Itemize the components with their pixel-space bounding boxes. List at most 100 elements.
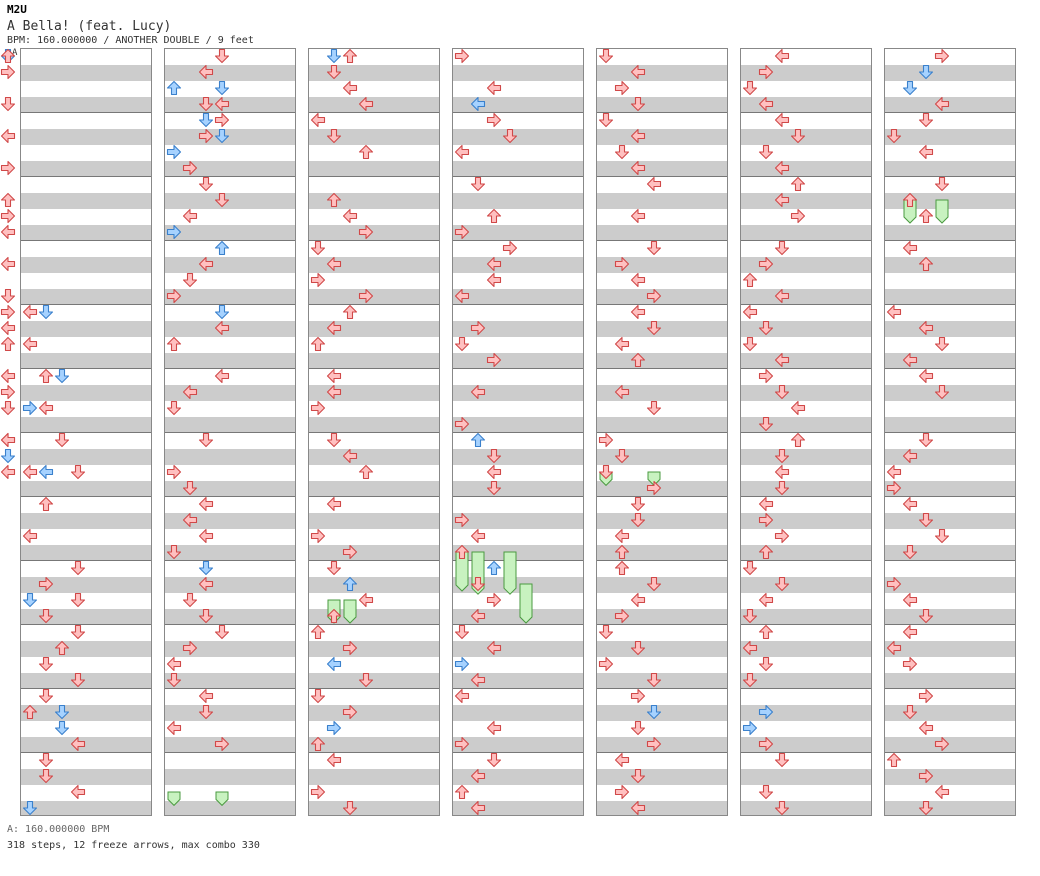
beat-line [741,688,871,689]
beat-line [885,368,1015,369]
right-arrow-icon [214,112,230,128]
right-arrow-icon [758,512,774,528]
right-arrow-icon [454,224,470,240]
down-arrow-icon [758,320,774,336]
left-arrow-icon [630,304,646,320]
down-arrow-icon [646,672,662,688]
down-arrow-icon [214,128,230,144]
right-arrow-icon [310,272,326,288]
beat-line [165,112,295,113]
up-arrow-icon [902,192,918,208]
up-arrow-icon [486,560,502,576]
down-arrow-icon [630,640,646,656]
beat-stripe [597,225,727,241]
beat-line [165,688,295,689]
left-arrow-icon [902,592,918,608]
beat-stripe [453,225,583,241]
beat-stripe [597,449,727,465]
down-arrow-icon [70,560,86,576]
down-arrow-icon [326,560,342,576]
beat-stripe [741,737,871,753]
down-arrow-icon [38,656,54,672]
down-arrow-icon [630,768,646,784]
down-arrow-icon [70,624,86,640]
left-arrow-icon [214,320,230,336]
beat-line [309,496,439,497]
left-arrow-icon [742,304,758,320]
left-arrow-icon [326,384,342,400]
beat-stripe [21,769,151,785]
left-arrow-icon [646,176,662,192]
beat-line [165,432,295,433]
beat-stripe [21,257,151,273]
left-arrow-icon [614,336,630,352]
down-arrow-icon [598,48,614,64]
beat-stripe [885,673,1015,689]
left-arrow-icon [918,320,934,336]
down-arrow-icon [742,80,758,96]
beat-stripe [741,129,871,145]
down-arrow-icon [0,448,16,464]
up-arrow-icon [342,48,358,64]
right-arrow-icon [0,64,16,80]
down-arrow-icon [902,544,918,560]
beat-stripe [453,289,583,305]
beat-stripe [165,577,295,593]
beat-stripe [741,577,871,593]
beat-stripe [885,705,1015,721]
left-arrow-icon [486,272,502,288]
left-arrow-icon [214,96,230,112]
right-arrow-icon [310,784,326,800]
beat-line [21,368,151,369]
beat-line [309,368,439,369]
beat-stripe [453,673,583,689]
right-arrow-icon [486,352,502,368]
beat-stripe [453,129,583,145]
beat-stripe [453,97,583,113]
beat-stripe [165,481,295,497]
right-arrow-icon [758,704,774,720]
down-arrow-icon [646,576,662,592]
beat-stripe [309,801,439,815]
up-arrow-icon [166,336,182,352]
left-arrow-icon [774,464,790,480]
beat-stripe [165,289,295,305]
down-arrow-icon [182,480,198,496]
right-arrow-icon [342,704,358,720]
beat-stripe [453,449,583,465]
beat-stripe [597,481,727,497]
beat-stripe [453,257,583,273]
beat-line [309,688,439,689]
left-arrow-icon [630,160,646,176]
down-arrow-icon [70,592,86,608]
up-arrow-icon [0,192,16,208]
down-arrow-icon [918,432,934,448]
right-arrow-icon [598,432,614,448]
beat-stripe [21,97,151,113]
beat-line [21,752,151,753]
beat-stripe [741,417,871,433]
down-arrow-icon [774,240,790,256]
beat-line [453,624,583,625]
down-arrow-icon [598,112,614,128]
down-arrow-icon [358,672,374,688]
beat-stripe [21,577,151,593]
left-arrow-icon [758,96,774,112]
beat-stripe [309,129,439,145]
down-arrow-icon [198,176,214,192]
down-arrow-icon [166,672,182,688]
up-arrow-icon [790,176,806,192]
down-arrow-icon [326,128,342,144]
beat-line [165,624,295,625]
beat-stripe [597,801,727,815]
right-arrow-icon [918,688,934,704]
beat-line [165,240,295,241]
beat-line [453,752,583,753]
right-arrow-icon [486,592,502,608]
beat-line [885,560,1015,561]
beat-stripe [309,161,439,177]
up-arrow-icon [326,192,342,208]
beat-stripe [885,449,1015,465]
right-arrow-icon [310,528,326,544]
beat-stripe [597,673,727,689]
